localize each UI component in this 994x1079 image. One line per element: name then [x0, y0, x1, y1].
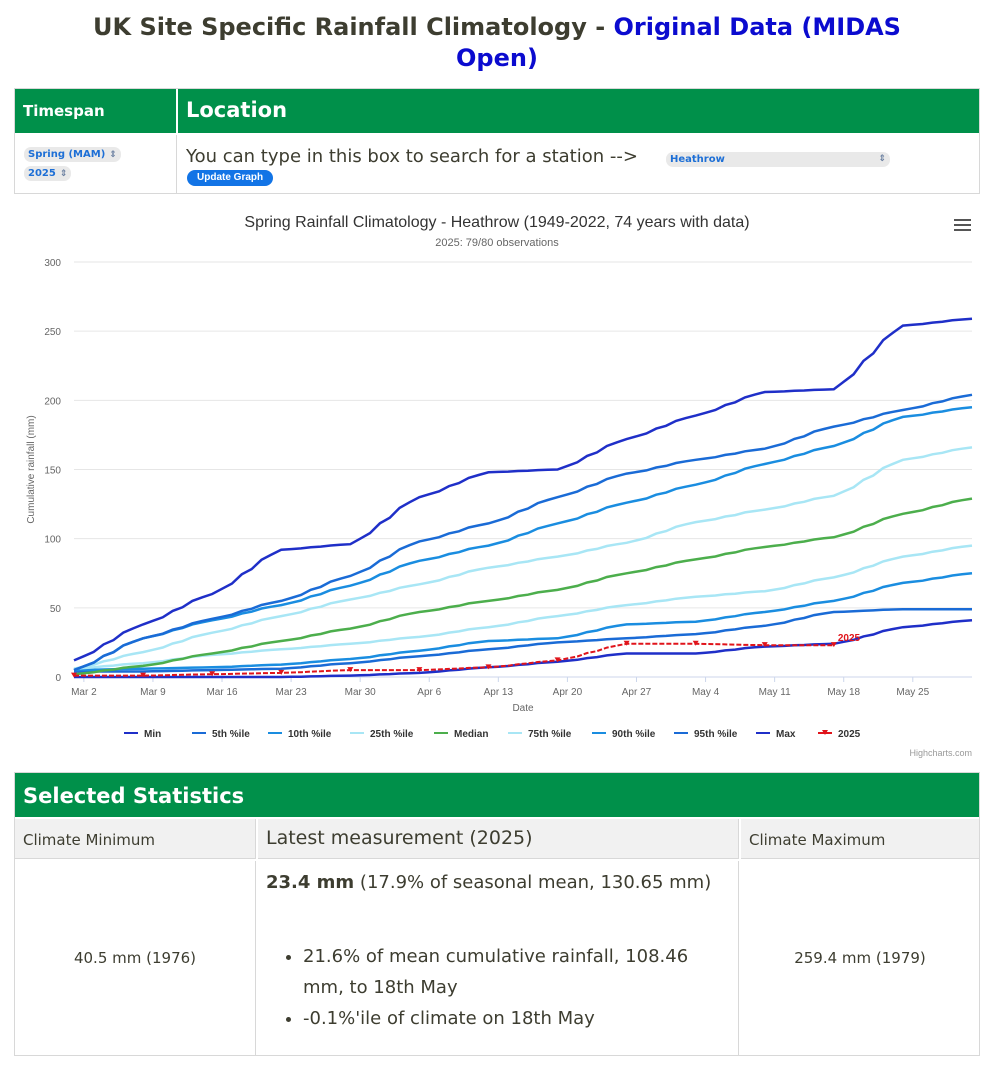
y-tick-label: 200 [44, 396, 61, 407]
chart-credits[interactable]: Highcharts.com [909, 748, 972, 758]
stats-header: Selected Statistics [15, 773, 979, 817]
legend-item: 5th %ile [212, 729, 250, 740]
timespan-cell: Spring (MAM) ⇕ 2025 ⇕ [15, 135, 177, 194]
series-line-max [74, 319, 972, 661]
legend-item: Max [776, 729, 796, 740]
x-tick-label: Mar 2 [71, 687, 97, 698]
select-arrows-icon: ⇕ [878, 152, 886, 167]
page-title: UK Site Specific Rainfall Climatology - … [80, 12, 914, 74]
legend-item: 95th %ile [694, 729, 738, 740]
climate-min-cell: 40.5 mm (1976) [15, 861, 256, 1056]
x-tick-label: May 18 [827, 687, 860, 698]
x-tick-label: Apr 13 [484, 687, 514, 698]
y-tick-label: 100 [44, 535, 61, 546]
station-select[interactable]: Heathrow ⇕ [666, 152, 890, 167]
x-tick-label: Mar 16 [206, 687, 238, 698]
controls-table: Timespan Location Spring (MAM) ⇕ 2025 ⇕ Yo… [14, 88, 980, 194]
y-tick-label: 300 [44, 258, 61, 269]
location-header: Location [178, 89, 979, 133]
update-graph-button[interactable]: Update Graph [187, 170, 273, 186]
climate-max-header: Climate Maximum [741, 819, 979, 859]
latest-header: Latest measurement (2025) [258, 819, 739, 859]
climate-min-value: 40.5 mm (1976) [15, 949, 255, 967]
x-axis-title: Date [512, 703, 534, 714]
x-tick-label: Mar 30 [345, 687, 377, 698]
y-tick-label: 50 [50, 604, 62, 615]
series-line-median [74, 499, 972, 675]
x-tick-label: May 25 [896, 687, 929, 698]
legend-item: 2025 [838, 729, 861, 740]
select-arrows-icon: ⇕ [60, 169, 68, 179]
climate-min-header: Climate Minimum [15, 819, 256, 859]
annotation-2025: 2025 [838, 633, 861, 644]
y-tick-label: 150 [44, 466, 61, 477]
select-arrows-icon: ⇕ [109, 150, 117, 160]
chart-container: Spring Rainfall Climatology - Heathrow (… [14, 205, 980, 765]
year-select[interactable]: 2025 ⇕ [24, 166, 71, 181]
timespan-select[interactable]: Spring (MAM) ⇕ [24, 147, 121, 162]
location-prompt: You can type in this box to search for a… [186, 146, 638, 167]
y-tick-label: 250 [44, 327, 61, 338]
climate-min-header-label: Climate Minimum [23, 831, 155, 849]
climate-max-cell: 259.4 mm (1979) [741, 861, 979, 1056]
series-line-95th-ile [74, 395, 972, 670]
latest-cell: 23.4 mm (17.9% of seasonal mean, 130.65 … [258, 861, 739, 1056]
x-tick-label: Apr 6 [417, 687, 441, 698]
list-item: 21.6% of mean cumulative rainfall, 108.4… [303, 941, 732, 1003]
year-select-value: 2025 [28, 168, 56, 179]
legend-item: 25th %ile [370, 729, 414, 740]
chart-svg: 0 50 100 150 200 250 300 Mar 2 Mar 9 Mar 16 Mar 23… [14, 205, 980, 745]
y-tick-label: 0 [55, 673, 61, 684]
x-tick-label: Apr 27 [622, 687, 652, 698]
climate-max-value: 259.4 mm (1979) [741, 949, 979, 967]
stats-table: Selected Statistics Climate Minimum Late… [14, 772, 980, 1056]
x-tick-label: May 11 [759, 687, 791, 698]
page-title-text: UK Site Specific Rainfall Climatology - [93, 13, 614, 41]
legend-item: 90th %ile [612, 729, 656, 740]
climate-max-header-label: Climate Maximum [749, 831, 885, 849]
x-tick-label: Mar 9 [140, 687, 166, 698]
station-select-value: Heathrow [670, 154, 725, 165]
legend-item: 10th %ile [288, 729, 332, 740]
location-cell: You can type in this box to search for a… [178, 135, 979, 194]
latest-detail: (17.9% of seasonal mean, 130.65 mm) [354, 872, 711, 893]
list-item: -0.1%'ile of climate on 18th May [303, 1003, 732, 1034]
legend-item: Min [144, 729, 161, 740]
latest-header-label: Latest measurement (2025) [266, 827, 533, 849]
latest-measurement: 23.4 mm (17.9% of seasonal mean, 130.65 … [266, 871, 732, 895]
legend-item: 75th %ile [528, 729, 572, 740]
x-tick-label: May 4 [692, 687, 720, 698]
latest-value: 23.4 mm [266, 872, 354, 893]
y-axis-title: Cumulative rainfall (mm) [26, 415, 37, 523]
timespan-header: Timespan [15, 89, 176, 133]
legend-item: Median [454, 729, 488, 740]
latest-bullets: 21.6% of mean cumulative rainfall, 108.4… [266, 941, 732, 1034]
x-tick-label: Mar 23 [276, 687, 308, 698]
series-line-25th-ile [74, 546, 972, 669]
timespan-select-value: Spring (MAM) [28, 149, 105, 160]
x-tick-label: Apr 20 [553, 687, 583, 698]
